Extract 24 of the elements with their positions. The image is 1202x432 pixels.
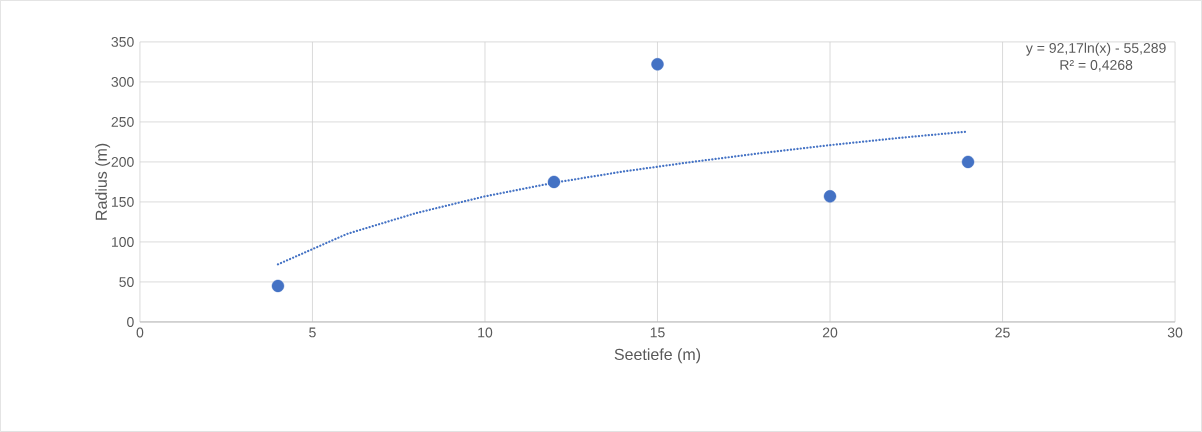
x-tick-label: 15 bbox=[650, 327, 665, 338]
annotation: R² = 0,4268 bbox=[1060, 60, 1133, 72]
x-tick-label: 30 bbox=[1167, 327, 1183, 338]
point bbox=[271, 279, 285, 293]
y-tick-label: 200 bbox=[111, 157, 134, 167]
y-tick-label: 300 bbox=[111, 77, 134, 87]
y-tick-label: 250 bbox=[111, 117, 134, 127]
x-tick-label: 5 bbox=[309, 327, 316, 338]
y-tick-label: 100 bbox=[111, 237, 134, 247]
x-tick-label: 0 bbox=[136, 327, 144, 338]
y-axis-title: Radius (m) bbox=[95, 143, 111, 220]
y-tick-label: 350 bbox=[111, 37, 134, 47]
x-axis-title: Seetiefe (m) bbox=[614, 348, 701, 364]
y-tick-label: 150 bbox=[111, 197, 134, 207]
point bbox=[823, 190, 837, 203]
y-tick-label: 50 bbox=[119, 277, 134, 287]
point bbox=[961, 155, 975, 169]
x-tick-label: 10 bbox=[478, 327, 493, 338]
point bbox=[651, 58, 664, 71]
x-tick-label: 25 bbox=[995, 327, 1010, 338]
y-tick-label: 0 bbox=[127, 317, 134, 327]
point bbox=[547, 175, 561, 189]
x-tick-label: 20 bbox=[822, 327, 838, 338]
annotation: y = 92,17ln(x) - 55,289 bbox=[1025, 42, 1166, 56]
